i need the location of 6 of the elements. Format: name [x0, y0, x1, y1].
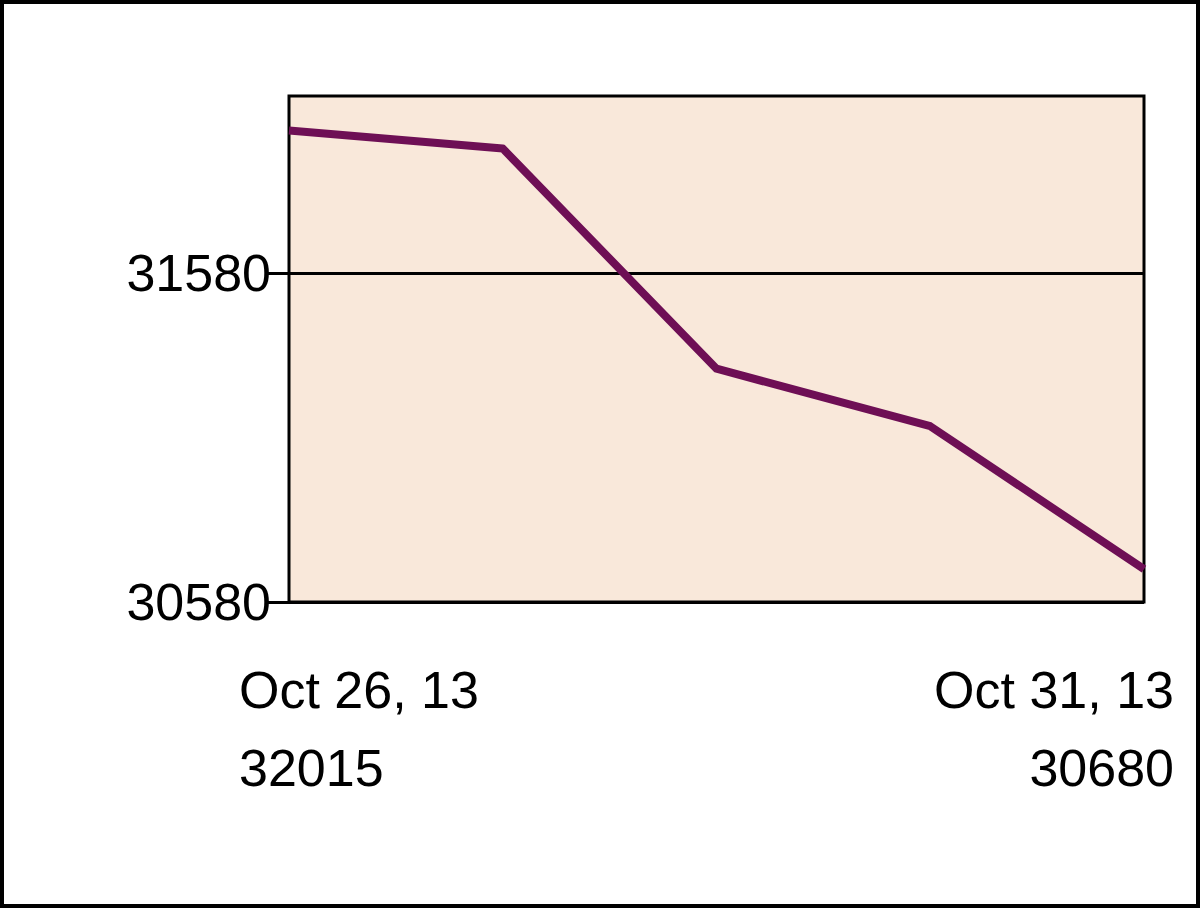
y-tick-label: 30580 — [126, 573, 271, 631]
text: 32015 — [239, 739, 384, 797]
text: Oct 26, 13 — [239, 661, 479, 719]
y-tick-label: 31580 — [126, 244, 271, 303]
text: 30680 — [1029, 739, 1175, 797]
text: Oct 31, 13 — [934, 661, 1175, 719]
